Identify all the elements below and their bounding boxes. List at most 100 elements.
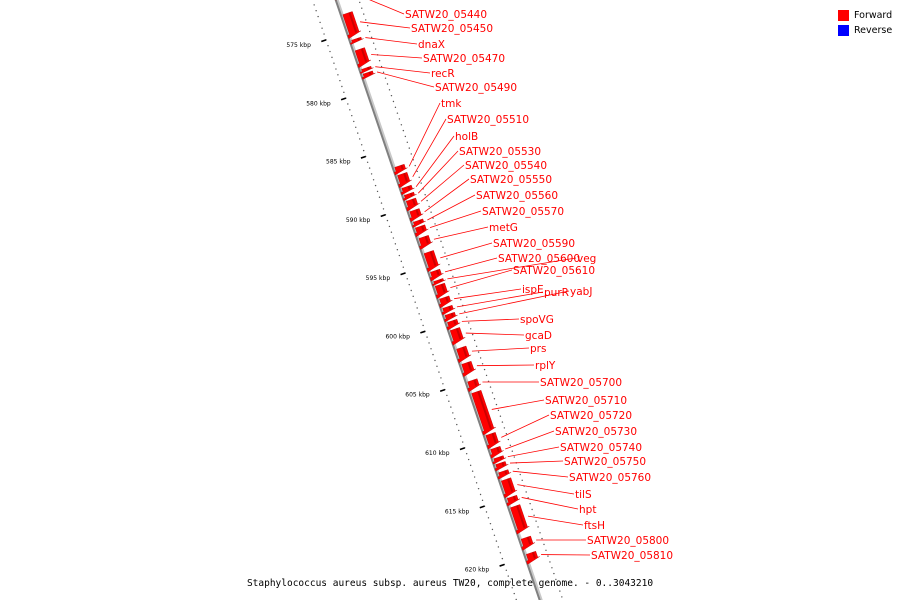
gene-label[interactable]: SATW20_05720 xyxy=(550,410,632,422)
gene-SATW20_05610[interactable] xyxy=(434,282,450,299)
gene-spoVG[interactable] xyxy=(446,318,461,331)
gene-SATW20_05720[interactable] xyxy=(485,432,501,450)
gene-SATW20_05590[interactable] xyxy=(423,250,441,273)
gene-tilS[interactable] xyxy=(501,477,518,499)
gene-prs[interactable] xyxy=(456,345,472,364)
minor-tick-dot xyxy=(434,359,436,362)
gene-SATW20_05570[interactable] xyxy=(414,224,429,238)
gene-label[interactable]: SATW20_05610 xyxy=(513,265,595,277)
gene-dnaX[interactable] xyxy=(350,36,364,45)
gene-label[interactable]: hpt xyxy=(579,504,596,516)
gene-shade xyxy=(448,305,452,310)
gene-tmk[interactable] xyxy=(394,163,408,176)
gene-label[interactable]: SATW20_05450 xyxy=(411,23,493,35)
gene-SATW20_05740[interactable] xyxy=(492,455,507,465)
minor-tick-dot xyxy=(464,310,466,313)
gene-label[interactable]: SATW20_05760 xyxy=(569,472,651,484)
gene-SATW20_05560[interactable] xyxy=(412,218,426,228)
gene-label[interactable]: SATW20_05730 xyxy=(555,426,637,438)
minor-tick-dot xyxy=(517,467,519,470)
gene-label[interactable]: SATW20_05800 xyxy=(587,535,669,547)
minor-tick-dot xyxy=(460,298,462,301)
gene-metG[interactable] xyxy=(418,235,433,250)
gene-SATW20_05760[interactable] xyxy=(497,469,512,480)
gene-label[interactable]: purR xyxy=(544,287,569,299)
tick-label: 610 kbp xyxy=(425,450,450,457)
gene-hpt[interactable] xyxy=(506,494,521,507)
major-tick-mark xyxy=(459,447,465,451)
minor-tick-dot xyxy=(366,25,369,27)
gene-label[interactable]: ftsH xyxy=(584,520,605,532)
gene-recR[interactable] xyxy=(360,65,374,74)
minor-tick-dot xyxy=(559,590,561,592)
gene-label[interactable]: rplY xyxy=(535,360,556,372)
gene-label[interactable]: dnaX xyxy=(418,39,445,51)
gene-SATW20_05810[interactable] xyxy=(526,550,540,565)
gene-ispE[interactable] xyxy=(439,295,453,309)
gene-label[interactable]: yabJ xyxy=(570,286,592,298)
gene-label[interactable]: prs xyxy=(530,343,546,355)
gene-SATW20_05700[interactable] xyxy=(467,378,482,393)
gene-holB[interactable] xyxy=(400,184,415,196)
gene-label[interactable]: SATW20_05600 xyxy=(498,253,580,265)
gene-label[interactable]: SATW20_05530 xyxy=(459,146,541,158)
gene-SATW20_05510[interactable] xyxy=(397,172,412,189)
gene-SATW20_05530[interactable] xyxy=(403,191,417,201)
minor-tick-dot xyxy=(347,103,349,105)
gene-label[interactable]: SATW20_05750 xyxy=(564,456,646,468)
gene-SATW20_05550[interactable] xyxy=(409,208,424,222)
minor-tick-dot xyxy=(424,194,426,196)
gene-labels: SATW20_05440 SATW20_05450 dnaX SATW20_05470… xyxy=(405,9,673,562)
gene-label[interactable]: SATW20_05700 xyxy=(540,377,622,389)
gene-label[interactable]: metG xyxy=(489,222,518,234)
gene-label[interactable]: SATW20_05510 xyxy=(447,114,529,126)
gene-SATW20_05490[interactable] xyxy=(361,70,376,80)
gene-label[interactable]: holB xyxy=(455,131,478,143)
leader-line xyxy=(507,446,560,458)
gene-SATW20_05470[interactable] xyxy=(354,47,372,69)
minor-tick-dot xyxy=(416,307,418,309)
forward-swatch xyxy=(838,10,849,21)
minor-tick-dot xyxy=(521,479,523,482)
gene-label[interactable]: tilS xyxy=(575,489,592,501)
minor-tick-dot xyxy=(402,266,404,268)
gene-label[interactable]: tmk xyxy=(441,98,462,110)
gene-SATW20_05730[interactable] xyxy=(490,446,504,459)
gene-SATW20_05540[interactable] xyxy=(405,197,420,212)
gene-shade xyxy=(512,495,517,501)
gene-veg[interactable] xyxy=(432,278,446,287)
gene-SATW20_05800[interactable] xyxy=(520,535,536,551)
minor-tick-dot xyxy=(428,205,430,208)
gene-shade xyxy=(409,192,413,197)
gene-label[interactable]: SATW20_05560 xyxy=(476,190,558,202)
minor-tick-dot xyxy=(481,499,484,502)
gene-purR[interactable] xyxy=(441,304,456,316)
gene-SATW20_05600[interactable] xyxy=(429,268,444,282)
gene-label[interactable]: SATW20_05740 xyxy=(560,442,642,454)
leader-line xyxy=(427,194,476,221)
leader-line xyxy=(461,318,520,322)
gene-label[interactable]: SATW20_05550 xyxy=(470,174,552,186)
gene-label[interactable]: SATW20_05440 xyxy=(405,9,487,21)
minor-tick-dot xyxy=(511,450,514,452)
gene-label[interactable]: veg xyxy=(577,253,596,265)
gene-SATW20_05750[interactable] xyxy=(494,461,509,472)
gene-label[interactable]: SATW20_05810 xyxy=(591,550,673,562)
leader-line xyxy=(447,257,577,280)
gene-label[interactable]: SATW20_05470 xyxy=(423,53,505,65)
gene-gcaD[interactable] xyxy=(449,327,466,346)
gene-label[interactable]: SATW20_05570 xyxy=(482,206,564,218)
gene-label[interactable]: SATW20_05540 xyxy=(465,160,547,172)
gene-label[interactable]: SATW20_05590 xyxy=(493,238,575,250)
gene-label[interactable]: spoVG xyxy=(520,314,554,326)
gene-label[interactable]: SATW20_05490 xyxy=(435,82,517,94)
gene-label[interactable]: ispE xyxy=(522,284,544,296)
major-tick-mark xyxy=(380,213,386,218)
gene-shade xyxy=(499,456,503,460)
gene-rplY[interactable] xyxy=(461,360,477,378)
gene-label[interactable]: recR xyxy=(431,68,455,80)
gene-yabJ[interactable] xyxy=(444,311,458,323)
gene-label[interactable]: SATW20_05710 xyxy=(545,395,627,407)
minor-tick-dot xyxy=(319,21,321,24)
gene-label[interactable]: gcaD xyxy=(525,330,552,342)
